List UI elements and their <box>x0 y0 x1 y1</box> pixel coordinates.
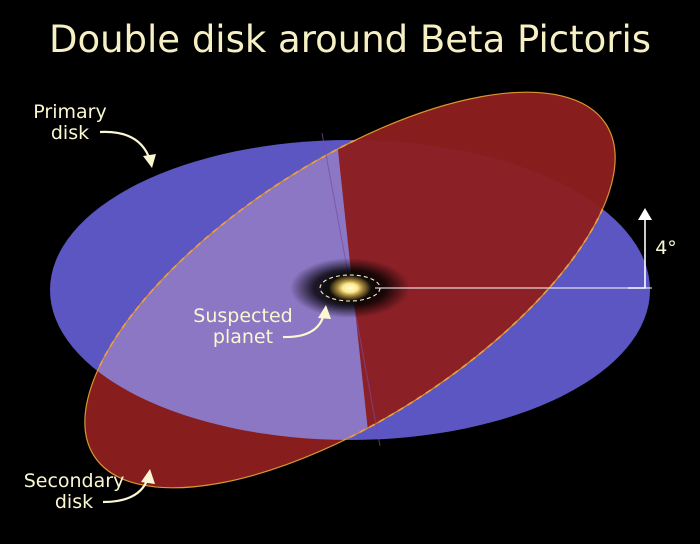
planet-arrow-head <box>318 305 331 319</box>
angle-label: 4° <box>655 237 677 259</box>
page-title: Double disk around Beta Pictoris <box>49 18 651 61</box>
primary-label-line2: disk <box>51 122 89 144</box>
primary-label-line1: Primary <box>33 101 106 123</box>
planet-label-line2: planet <box>213 326 273 348</box>
primary-arrow <box>99 130 152 161</box>
secondary-disk-hidden-edge <box>84 140 616 440</box>
primary-arrow-head <box>143 154 156 168</box>
secondary-arrow-head <box>141 469 155 484</box>
secondary-label-line1: Secondary <box>24 470 125 492</box>
planet-label-line1: Suspected <box>193 305 292 327</box>
angle-arrowhead <box>638 208 652 220</box>
star <box>320 270 380 306</box>
secondary-label-line2: disk <box>55 491 93 513</box>
angle-arc <box>628 220 646 289</box>
